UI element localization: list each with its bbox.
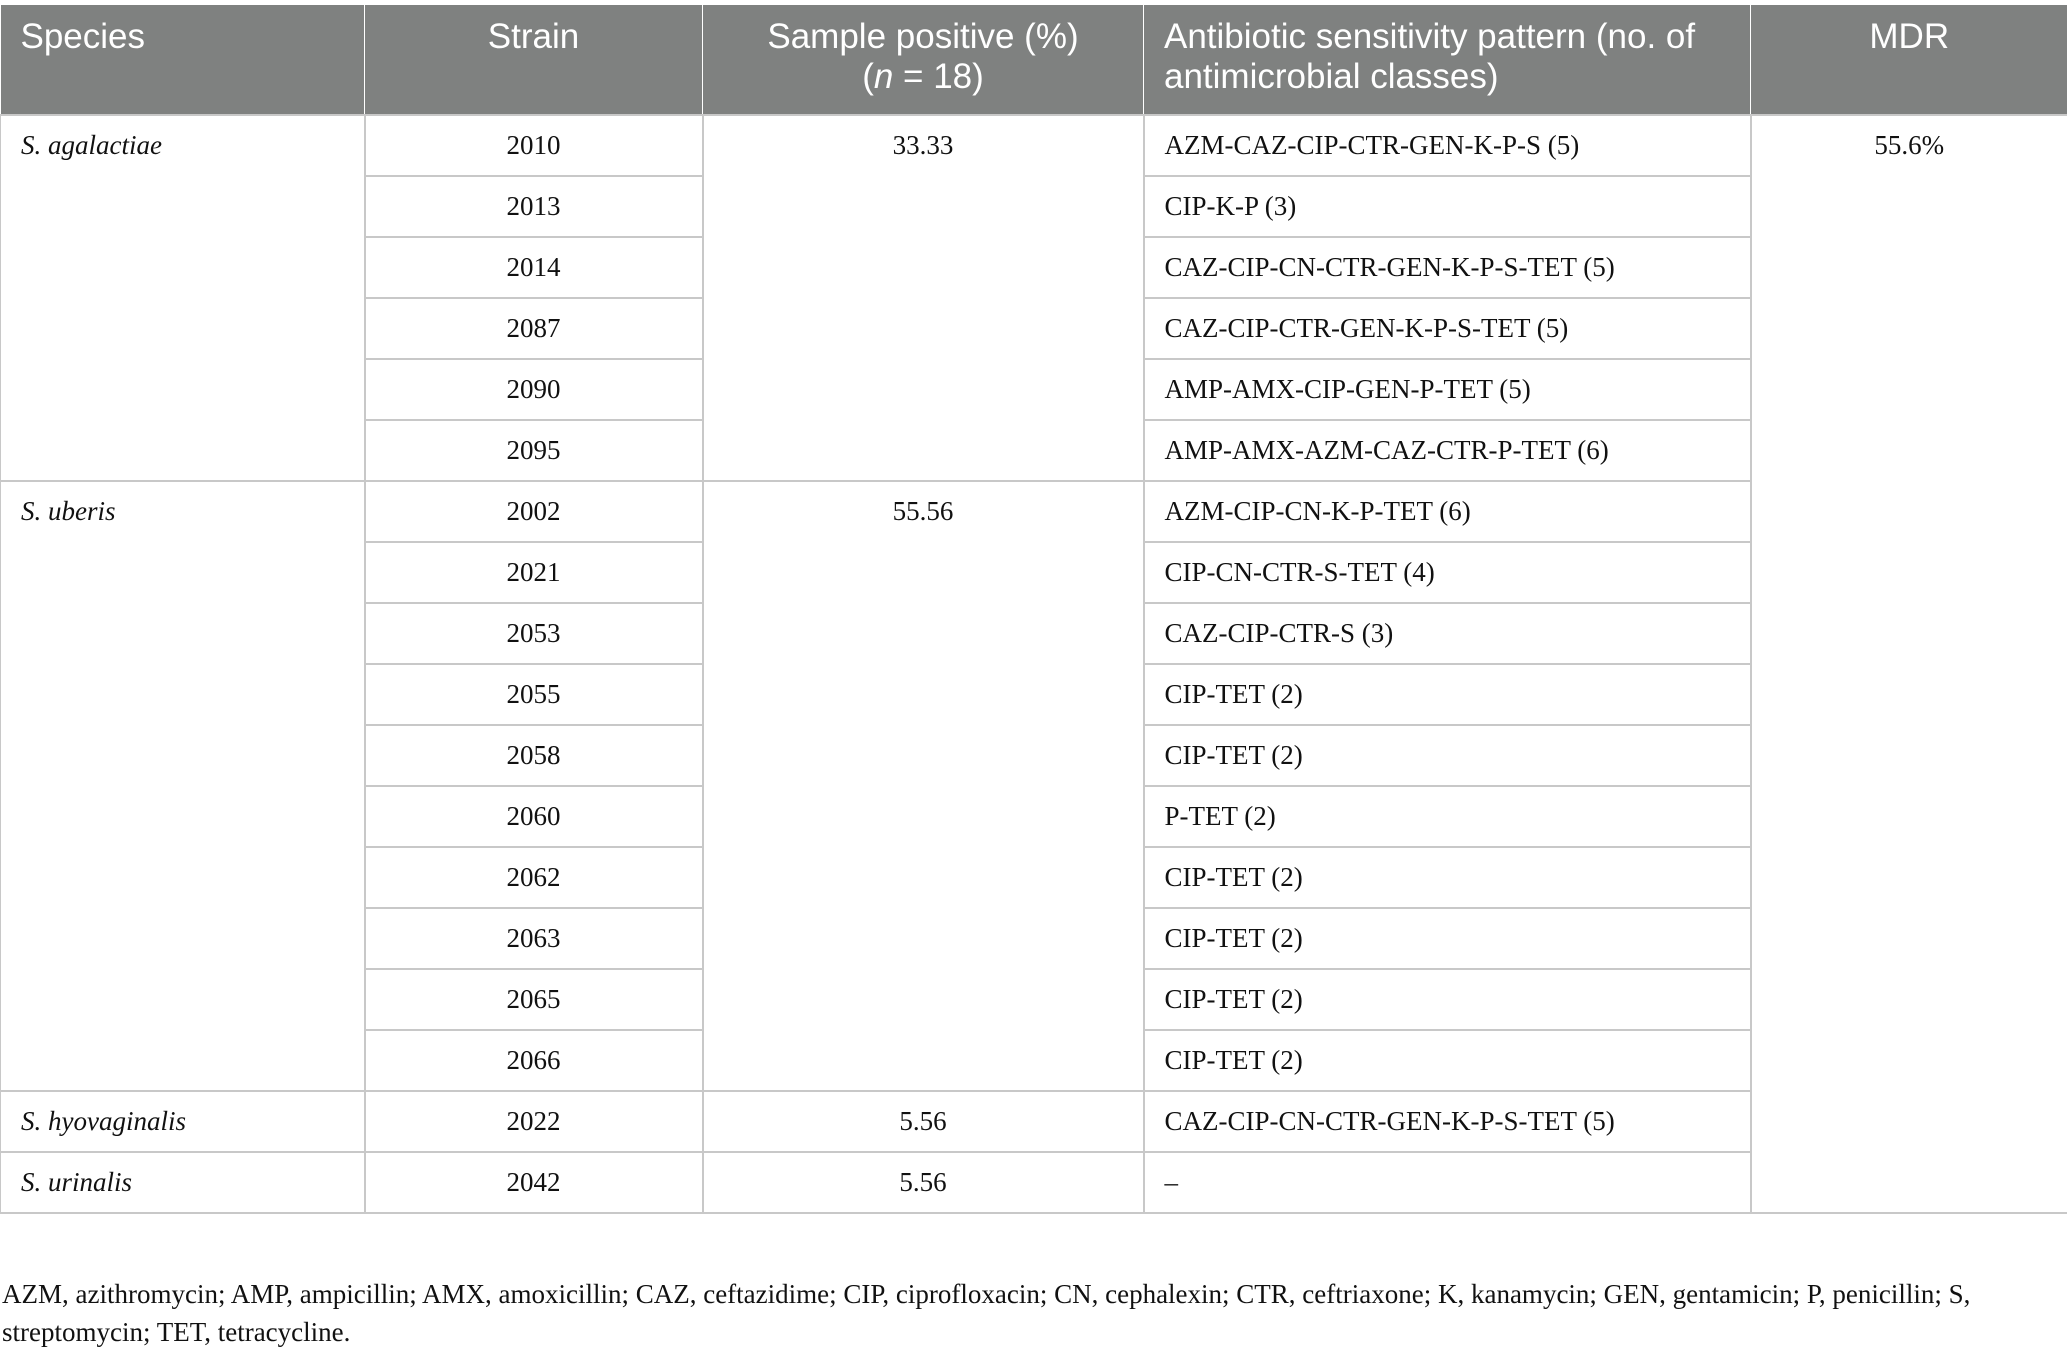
header-sample-positive-n: n [873, 57, 894, 96]
header-strain: Strain [364, 5, 703, 115]
table-row: 2014 CAZ-CIP-CN-CTR-GEN-K-P-S-TET (5) [1, 236, 2067, 299]
species-cell: S. hyovaginalis [0, 1090, 366, 1153]
table-row: S. urinalis 2042 5.56 – [0, 1151, 2067, 1214]
table-footnote: AZM, azithromycin; AMP, ampicillin; AMX,… [2, 1279, 1971, 1347]
strain-cell: 2013 [364, 175, 704, 238]
species-cell: S. urinalis [0, 1151, 366, 1214]
table-header-row: Species Strain Sample positive (%) (n = 1… [0, 5, 2067, 115]
sample-positive-cell: 55.56 [701, 480, 1145, 1092]
pattern-cell: AZM-CIP-CN-K-P-TET (6) [1142, 480, 1751, 543]
header-pattern: Antibiotic sensitivity pattern (no. of a… [1143, 5, 1751, 115]
pattern-cell: CAZ-CIP-CTR-S (3) [1142, 602, 1751, 665]
table-row: S. uberis 2002 55.56 AZM-CIP-CN-K-P-TET … [0, 480, 2067, 1092]
species-cell: S. uberis [0, 480, 366, 1092]
pattern-cell: CIP-K-P (3) [1142, 175, 1751, 238]
table-row: 2058 CIP-TET (2) [1, 724, 2067, 787]
pattern-cell: CAZ-CIP-CN-CTR-GEN-K-P-S-TET (5) [1142, 1090, 1751, 1153]
pattern-cell: CIP-TET (2) [1142, 724, 1751, 787]
header-sample-positive: Sample positive (%) (n = 18) [702, 5, 1144, 115]
strain-cell: 2014 [364, 236, 704, 299]
table-row: 2013 CIP-K-P (3) [1, 175, 2067, 238]
strain-cell: 2002 [363, 480, 704, 543]
table-row: S. hyovaginalis 2022 5.56 CAZ-CIP-CN-CTR… [0, 1090, 2067, 1153]
pattern-cell: CIP-TET (2) [1142, 1029, 1751, 1092]
table-row: 2065 CIP-TET (2) [1, 968, 2067, 1031]
pattern-cell: AZM-CAZ-CIP-CTR-GEN-K-P-S (5) [1142, 114, 1752, 177]
table-row: 2095 AMP-AMX-AZM-CAZ-CTR-P-TET (6) [1, 419, 2067, 482]
strain-cell: 2021 [364, 541, 704, 604]
strain-cell: 2065 [364, 968, 704, 1031]
pattern-cell: AMP-AMX-AZM-CAZ-CTR-P-TET (6) [1142, 419, 1751, 482]
table-row: 2087 CAZ-CIP-CTR-GEN-K-P-S-TET (5) [1, 297, 2067, 360]
mdr-cell: 55.6% [1749, 114, 2067, 1214]
pattern-cell: CAZ-CIP-CN-CTR-GEN-K-P-S-TET (5) [1142, 236, 1751, 299]
header-sample-positive-open: ( [862, 57, 874, 96]
table-row: 2066 CIP-TET (2) [1, 1029, 2067, 1092]
pattern-cell: CIP-TET (2) [1142, 968, 1751, 1031]
strain-cell: 2066 [364, 1029, 704, 1092]
pattern-cell: CIP-CN-CTR-S-TET (4) [1142, 541, 1751, 604]
table-row: 2062 CIP-TET (2) [1, 846, 2067, 909]
pattern-cell: P-TET (2) [1142, 785, 1751, 848]
strain-cell: 2055 [364, 663, 704, 726]
pattern-cell: CAZ-CIP-CTR-GEN-K-P-S-TET (5) [1142, 297, 1751, 360]
pattern-cell: CIP-TET (2) [1142, 663, 1751, 726]
pattern-cell: – [1142, 1151, 1751, 1214]
strain-cell: 2095 [364, 419, 704, 482]
strain-cell: 2058 [364, 724, 704, 787]
table-row: 2055 CIP-TET (2) [1, 663, 2067, 726]
strain-cell: 2060 [364, 785, 704, 848]
antibiotic-sensitivity-table: Species Strain Sample positive (%) (n = 1… [0, 5, 2067, 1214]
pattern-cell: CIP-TET (2) [1142, 846, 1751, 909]
strain-cell: 2063 [364, 907, 704, 970]
data-table-container: Species Strain Sample positive (%) (n = 1… [0, 5, 2067, 1214]
strain-cell: 2042 [363, 1151, 704, 1214]
header-sample-positive-line1: Sample positive (%) [767, 17, 1079, 56]
pattern-cell: CIP-TET (2) [1142, 907, 1751, 970]
header-mdr: MDR [1750, 5, 2067, 115]
table-row: 2060 P-TET (2) [1, 785, 2067, 848]
table-row: 2053 CAZ-CIP-CTR-S (3) [1, 602, 2067, 665]
header-species: Species [0, 5, 365, 115]
strain-cell: 2087 [364, 297, 704, 360]
pattern-cell: AMP-AMX-CIP-GEN-P-TET (5) [1142, 358, 1751, 421]
strain-cell: 2090 [364, 358, 704, 421]
species-cell: S. agalactiae [0, 114, 366, 482]
table-row: S. agalactiae 2010 33.33 AZM-CAZ-CIP-CTR… [0, 114, 2067, 1214]
strain-cell: 2053 [364, 602, 704, 665]
table-row: 2021 CIP-CN-CTR-S-TET (4) [1, 541, 2067, 604]
sample-positive-cell: 5.56 [701, 1090, 1145, 1153]
sample-positive-cell: 5.56 [701, 1151, 1145, 1214]
table-row: 2063 CIP-TET (2) [1, 907, 2067, 970]
sample-positive-cell: 33.33 [701, 114, 1145, 482]
strain-cell: 2062 [364, 846, 704, 909]
header-sample-positive-rest: = 18) [893, 57, 984, 96]
strain-cell: 2022 [363, 1090, 704, 1153]
strain-cell: 2010 [363, 114, 704, 177]
table-row: 2090 AMP-AMX-CIP-GEN-P-TET (5) [1, 358, 2067, 421]
